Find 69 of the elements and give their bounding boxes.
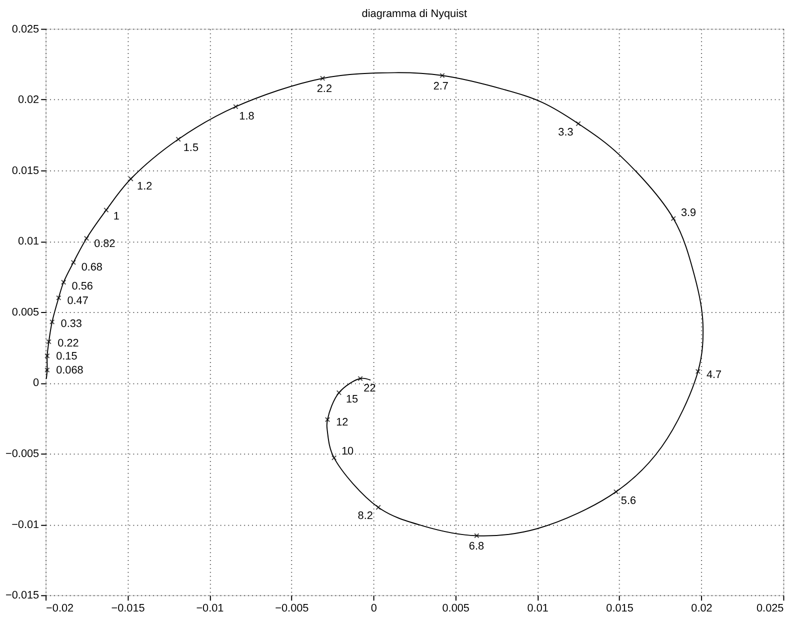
- annotation: 4.7: [706, 368, 722, 381]
- y-tick-label: −0.015: [6, 590, 40, 602]
- x-tick-label: 0.005: [442, 602, 470, 615]
- annotation: 2.2: [316, 82, 332, 95]
- annotation: 0.82: [94, 238, 116, 250]
- point: [331, 455, 337, 460]
- annotation: 0.22: [58, 337, 79, 350]
- x-tick-label: 0: [370, 602, 377, 615]
- x-tick-label: 0.02: [691, 602, 712, 615]
- point: [60, 280, 66, 285]
- annotation: 1.5: [183, 142, 199, 154]
- x-tick-label: 0.025: [756, 602, 784, 615]
- point: [440, 72, 445, 78]
- point: [670, 216, 676, 222]
- y-tick-label: 0.01: [18, 236, 40, 248]
- x-tick-label: −0.005: [275, 602, 309, 615]
- y-tick-label: −0.01: [12, 518, 40, 531]
- point: [44, 353, 50, 358]
- x-tick-label: −0.01: [196, 602, 224, 615]
- point: [128, 176, 134, 182]
- point: [336, 390, 342, 396]
- annotation: 8.2: [358, 510, 373, 522]
- chart-title: diagramma di Nyquist: [362, 8, 467, 20]
- point: [576, 121, 581, 126]
- annotation: 3.3: [558, 126, 574, 139]
- y-tick-label: 0.025: [12, 23, 40, 36]
- point: [613, 489, 619, 494]
- annotation: 3.9: [680, 206, 696, 219]
- annotation: 0.33: [60, 318, 82, 330]
- x-tick-label: 0.01: [527, 602, 548, 615]
- line-series: [46, 72, 704, 536]
- y-tick-label: 0.015: [12, 164, 40, 177]
- annotation: 1.8: [239, 110, 254, 123]
- y-tick-label: 0.02: [18, 94, 40, 106]
- point: [46, 339, 52, 344]
- point: [376, 504, 381, 510]
- annotation: 0.56: [72, 280, 93, 292]
- annotation: 1.2: [137, 180, 152, 193]
- point: [320, 76, 326, 81]
- annotation: 2.7: [433, 80, 448, 92]
- x-tick-label: 0.015: [606, 602, 634, 615]
- point: [50, 319, 55, 324]
- x-tick-label: −0.02: [46, 602, 74, 615]
- annotation: 10: [341, 446, 354, 458]
- annotation: 0.68: [81, 261, 102, 274]
- annotation: 12: [336, 416, 348, 429]
- point: [70, 260, 76, 266]
- y-tick-label: −0.005: [6, 448, 40, 460]
- point: [695, 368, 701, 374]
- point: [84, 236, 90, 241]
- annotation: 0.068: [56, 364, 84, 376]
- annotation: 22: [364, 382, 376, 395]
- point: [44, 367, 50, 373]
- point: [176, 136, 181, 142]
- point: [56, 295, 62, 300]
- point: [358, 376, 363, 382]
- annotation: 5.6: [620, 494, 636, 507]
- annotation: 6.8: [468, 540, 484, 553]
- point: [324, 417, 330, 422]
- y-tick-label: 0: [33, 377, 40, 390]
- x-tick-label: −0.015: [111, 602, 145, 615]
- point: [474, 533, 480, 538]
- annotation: 0.47: [67, 294, 88, 307]
- annotation: 1: [113, 210, 120, 223]
- annotation: 15: [346, 393, 358, 406]
- annotation: 0.15: [56, 350, 78, 362]
- point: [104, 207, 109, 213]
- y-tick-label: 0.005: [12, 306, 40, 318]
- point: [233, 104, 238, 110]
